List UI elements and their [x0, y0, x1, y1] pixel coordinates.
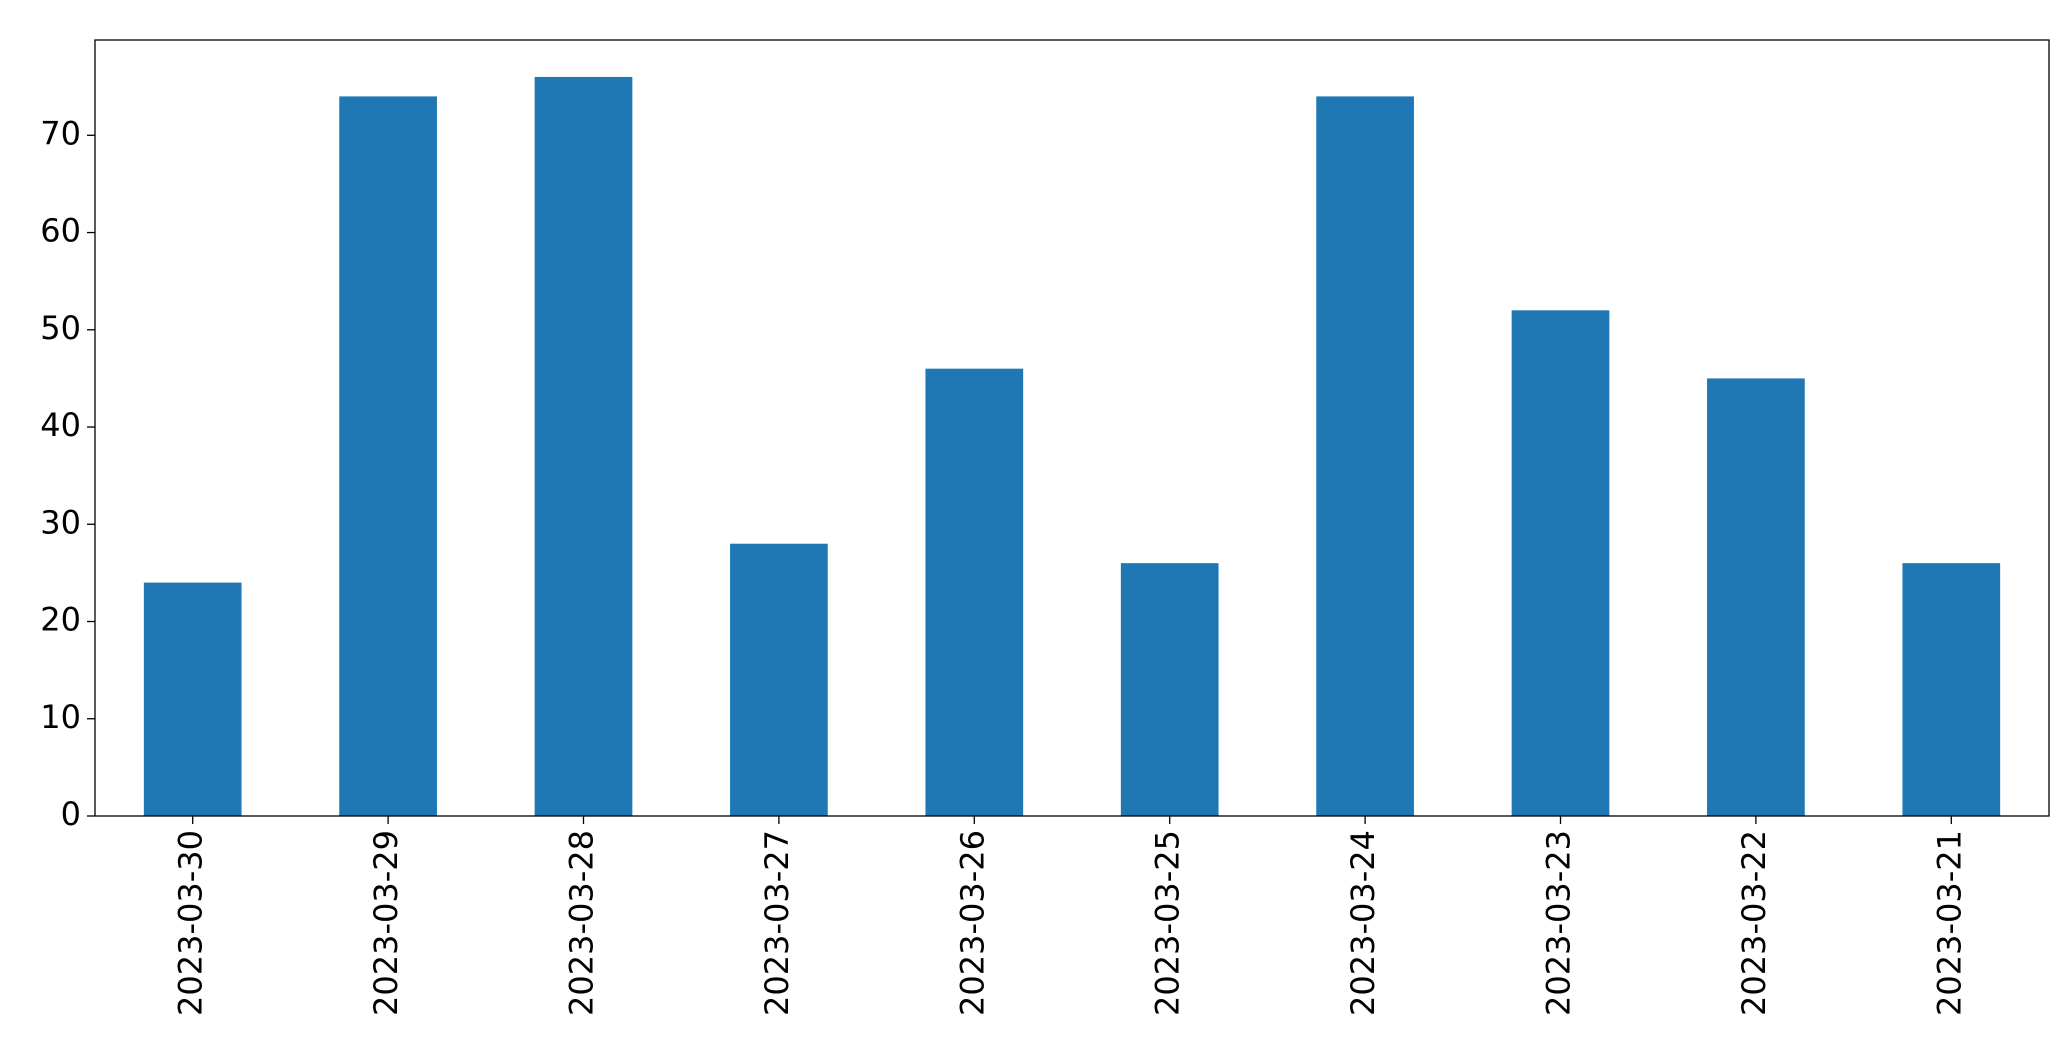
x-tick-label: 2023-03-21	[1930, 830, 1968, 1016]
x-tick-label: 2023-03-24	[1344, 830, 1382, 1016]
bar	[1120, 563, 1219, 816]
x-tick-label: 2023-03-28	[563, 830, 601, 1016]
x-tick-label: 2023-03-25	[1149, 830, 1187, 1016]
x-tick-label: 2023-03-27	[758, 830, 796, 1016]
bar	[730, 543, 828, 816]
bar	[1511, 310, 1610, 816]
bar	[143, 582, 242, 816]
y-tick-label: 50	[40, 309, 81, 347]
y-tick-label: 0	[61, 795, 81, 833]
bar	[925, 368, 1024, 816]
bar	[1316, 96, 1414, 816]
y-tick-label: 20	[40, 601, 81, 639]
plot-frame	[94, 39, 2050, 817]
x-tick-label: 2023-03-29	[367, 830, 405, 1016]
x-tick-label: 2023-03-23	[1540, 830, 1578, 1016]
y-tick-label: 60	[40, 212, 81, 250]
y-tick-label: 40	[40, 406, 81, 444]
y-tick-label: 70	[40, 114, 81, 152]
x-tick-label: 2023-03-26	[953, 830, 991, 1016]
x-tick-label: 2023-03-30	[172, 830, 210, 1016]
x-tick-label: 2023-03-22	[1735, 830, 1773, 1016]
bar	[1707, 378, 1805, 816]
bar	[339, 96, 437, 816]
y-tick-label: 30	[40, 503, 81, 541]
bar	[1902, 563, 2001, 816]
bar	[534, 76, 633, 816]
y-tick-label: 10	[40, 698, 81, 736]
